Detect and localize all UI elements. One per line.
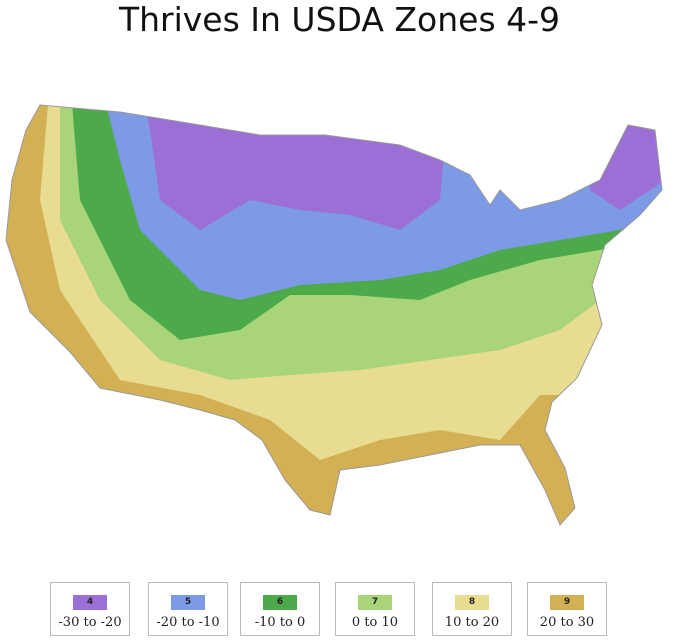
zone-range: 10 to 20 <box>444 615 500 630</box>
zone-swatch: 5 <box>171 595 205 610</box>
zone-range: 0 to 10 <box>351 615 399 630</box>
zone-swatch: 6 <box>263 595 297 610</box>
legend: 4 -30 to -20 5 -20 to -10 6 -10 to 0 7 0 to 10 8… <box>0 582 679 638</box>
zone-range: -10 to 0 <box>254 615 306 630</box>
zone-swatch: 8 <box>455 595 489 610</box>
zone-range: -30 to -20 <box>58 615 122 630</box>
legend-item: 7 0 to 10 <box>335 582 415 636</box>
zone-swatch: 7 <box>358 595 392 610</box>
legend-item: 5 -20 to -10 <box>148 582 228 636</box>
legend-item: 6 -10 to 0 <box>240 582 320 636</box>
zone-range: -20 to -10 <box>156 615 220 630</box>
zone-region <box>140 105 450 230</box>
zone-swatch: 9 <box>550 595 584 610</box>
legend-item: 9 20 to 30 <box>527 582 607 636</box>
legend-item: 4 -30 to -20 <box>50 582 130 636</box>
zone-region <box>590 105 662 210</box>
title: Thrives In USDA Zones 4-9 <box>118 0 561 39</box>
zone-map <box>5 104 663 526</box>
zone-swatch: 4 <box>73 595 107 610</box>
legend-item: 8 10 to 20 <box>432 582 512 636</box>
zone-range: 20 to 30 <box>539 615 595 630</box>
